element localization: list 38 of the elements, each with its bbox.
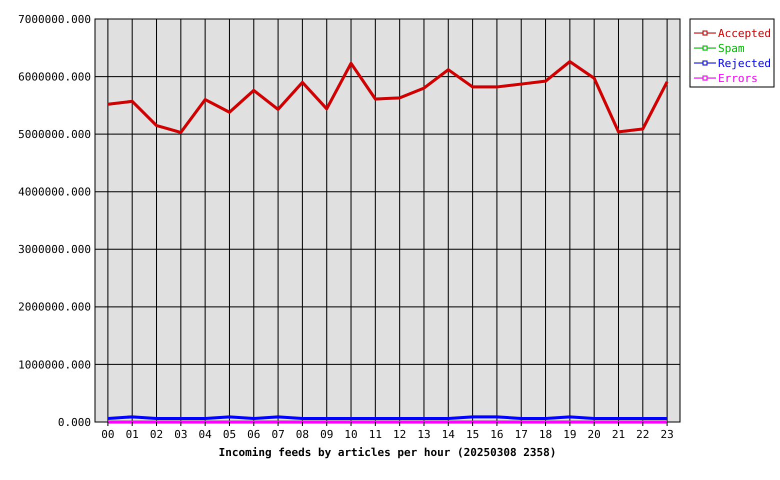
x-tick-label: 23 — [660, 428, 674, 441]
y-tick-label: 6000000.000 — [18, 70, 91, 84]
legend-label: Spam — [718, 42, 745, 55]
x-tick-label: 07 — [271, 428, 285, 441]
y-tick-label: 4000000.000 — [18, 186, 91, 199]
y-tick-label: 1000000.000 — [18, 358, 91, 372]
x-tick-label: 01 — [126, 428, 139, 441]
x-tick-label: 08 — [296, 428, 310, 441]
x-tick-label: 21 — [612, 428, 626, 441]
legend-label: Rejected — [718, 56, 771, 70]
x-tick-label: 03 — [174, 428, 188, 441]
y-tick-label: 0.000 — [58, 416, 91, 429]
legend-label: Accepted — [718, 26, 771, 40]
x-tick-label: 09 — [320, 428, 334, 441]
x-tick-label: 04 — [198, 428, 212, 441]
y-tick-label: 2000000.000 — [18, 300, 91, 314]
x-tick-label: 15 — [466, 428, 480, 441]
x-tick-label: 16 — [490, 428, 504, 441]
y-tick-label: 3000000.000 — [18, 243, 91, 256]
x-tick-label: 13 — [417, 428, 431, 441]
x-tick-label: 17 — [514, 428, 528, 441]
legend-label: Errors — [718, 72, 758, 85]
x-tick-label: 12 — [393, 428, 406, 441]
x-tick-label: 19 — [563, 428, 576, 441]
x-tick-label: 20 — [588, 428, 601, 441]
x-tick-label: 11 — [368, 428, 382, 441]
x-tick-label: 18 — [538, 428, 552, 441]
x-tick-label: 10 — [344, 428, 358, 441]
x-tick-label: 06 — [247, 428, 260, 441]
x-tick-label: 14 — [442, 428, 456, 441]
x-axis-title: Incoming feeds by articles per hour (20250308 2358) — [218, 446, 556, 459]
x-tick-label: 02 — [150, 428, 164, 441]
y-tick-label: 5000000.000 — [18, 128, 91, 141]
x-tick-label: 22 — [636, 428, 650, 441]
y-tick-label: 7000000.000 — [18, 12, 91, 26]
x-tick-label: 05 — [222, 428, 236, 441]
line-series — [106, 60, 669, 134]
x-tick-label: 00 — [101, 428, 115, 441]
